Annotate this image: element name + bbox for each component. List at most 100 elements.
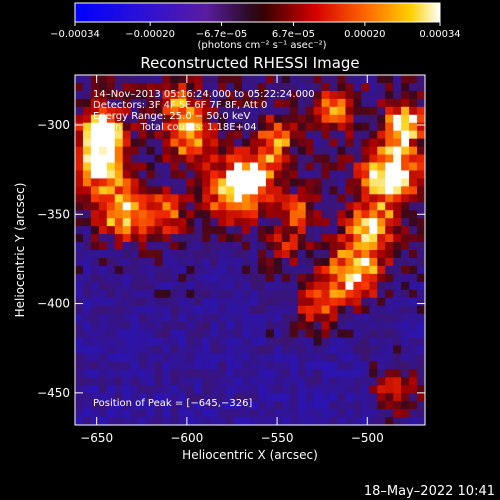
- heatmap-cell: [345, 186, 354, 195]
- heatmap-cell: [106, 162, 116, 172]
- heatmap-cell: [162, 377, 172, 386]
- heatmap-cell: [194, 122, 203, 132]
- colorbar: [74, 2, 441, 23]
- heatmap-cell: [226, 226, 235, 235]
- heatmap-cell: [297, 106, 307, 116]
- heatmap-cell: [321, 250, 331, 259]
- heatmap-cell: [194, 305, 203, 315]
- heatmap-cell: [75, 385, 84, 394]
- heatmap-cell: [369, 377, 378, 386]
- heatmap-cell: [361, 417, 370, 425]
- heatmap-cell: [409, 242, 418, 251]
- heatmap-cell: [345, 321, 354, 331]
- heatmap-cell: [114, 98, 124, 108]
- heatmap-cell: [289, 305, 299, 315]
- heatmap-cell: [242, 194, 251, 203]
- heatmap-cell: [369, 122, 378, 132]
- heatmap-cell: [265, 409, 275, 418]
- heatmap-cell: [186, 178, 195, 187]
- heatmap-cell: [345, 393, 354, 402]
- heatmap-cell: [337, 321, 347, 331]
- heatmap-cell: [98, 194, 108, 203]
- heatmap-cell: [122, 393, 132, 402]
- heatmap-cell: [170, 242, 179, 251]
- heatmap-cell: [186, 210, 195, 219]
- heatmap-cell: [257, 305, 267, 315]
- heatmap-cell: [194, 194, 203, 203]
- heatmap-cell: [114, 393, 124, 402]
- heatmap-cell: [250, 289, 259, 299]
- heatmap-cell: [393, 114, 402, 124]
- heatmap-cell: [401, 297, 410, 307]
- heatmap-cell: [114, 273, 124, 283]
- heatmap-cell: [385, 154, 394, 164]
- heatmap-cell: [305, 393, 315, 402]
- heatmap-cell: [194, 257, 203, 267]
- heatmap-cell: [401, 250, 410, 259]
- heatmap-cell: [369, 226, 378, 235]
- heatmap-cell: [297, 401, 307, 410]
- heatmap-cell: [305, 82, 315, 92]
- heatmap-cell: [234, 385, 243, 394]
- heatmap-cell: [385, 393, 394, 402]
- heatmap-cell: [114, 297, 124, 307]
- heatmap-cell: [226, 178, 235, 187]
- heatmap-cell: [265, 289, 275, 299]
- heatmap-cell: [281, 313, 291, 323]
- heatmap-cell: [130, 353, 140, 362]
- heatmap-cell: [226, 202, 235, 211]
- heatmap-cell: [353, 234, 362, 243]
- heatmap-cell: [329, 385, 339, 394]
- heatmap-cell: [353, 305, 362, 315]
- heatmap-cell: [273, 393, 283, 402]
- heatmap-cell: [146, 218, 156, 227]
- heatmap-cell: [337, 337, 347, 347]
- heatmap-cell: [75, 329, 84, 339]
- heatmap-cell: [321, 337, 331, 347]
- heatmap-cell: [289, 130, 299, 140]
- heatmap-cell: [226, 417, 235, 425]
- heatmap-cell: [250, 130, 259, 140]
- heatmap-cell: [273, 345, 283, 354]
- heatmap-cell: [122, 385, 132, 394]
- heatmap-cell: [98, 162, 108, 172]
- heatmap-cell: [130, 75, 140, 84]
- heatmap-cell: [281, 114, 291, 124]
- heatmap-cell: [385, 377, 394, 386]
- heatmap-cell: [297, 257, 307, 267]
- heatmap-cell: [170, 90, 179, 100]
- heatmap-cell: [194, 377, 203, 386]
- heatmap-cell: [210, 321, 219, 331]
- heatmap-cell: [186, 361, 195, 370]
- heatmap-cell: [409, 234, 418, 243]
- heatmap-cell: [401, 257, 410, 267]
- heatmap-cell: [305, 178, 315, 187]
- heatmap-cell: [202, 377, 211, 386]
- heatmap-cell: [401, 377, 410, 386]
- heatmap-cell: [226, 186, 235, 195]
- heatmap-cell: [369, 210, 378, 219]
- heatmap-cell: [178, 369, 187, 378]
- heatmap-cell: [265, 106, 275, 116]
- heatmap-cell: [345, 289, 354, 299]
- heatmap-cell: [170, 409, 179, 418]
- heatmap-cell: [226, 146, 235, 156]
- heatmap-cell: [409, 186, 418, 195]
- heatmap-cell: [281, 345, 291, 354]
- heatmap-cell: [273, 178, 283, 187]
- heatmap-cell: [154, 401, 164, 410]
- heatmap-cell: [345, 226, 354, 235]
- heatmap-cell: [82, 321, 92, 331]
- heatmap-cell: [417, 90, 425, 100]
- heatmap-cell: [162, 345, 172, 354]
- colorbar-tick-label: −6.7e−05: [196, 29, 248, 40]
- heatmap-cell: [170, 329, 179, 339]
- heatmap-cell: [385, 345, 394, 354]
- heatmap-cell: [226, 75, 235, 84]
- heatmap-cell: [138, 202, 148, 211]
- heatmap-cell: [321, 321, 331, 331]
- heatmap-cell: [297, 114, 307, 124]
- heatmap-cell: [170, 385, 179, 394]
- heatmap-cell: [202, 82, 211, 92]
- heatmap-cell: [369, 194, 378, 203]
